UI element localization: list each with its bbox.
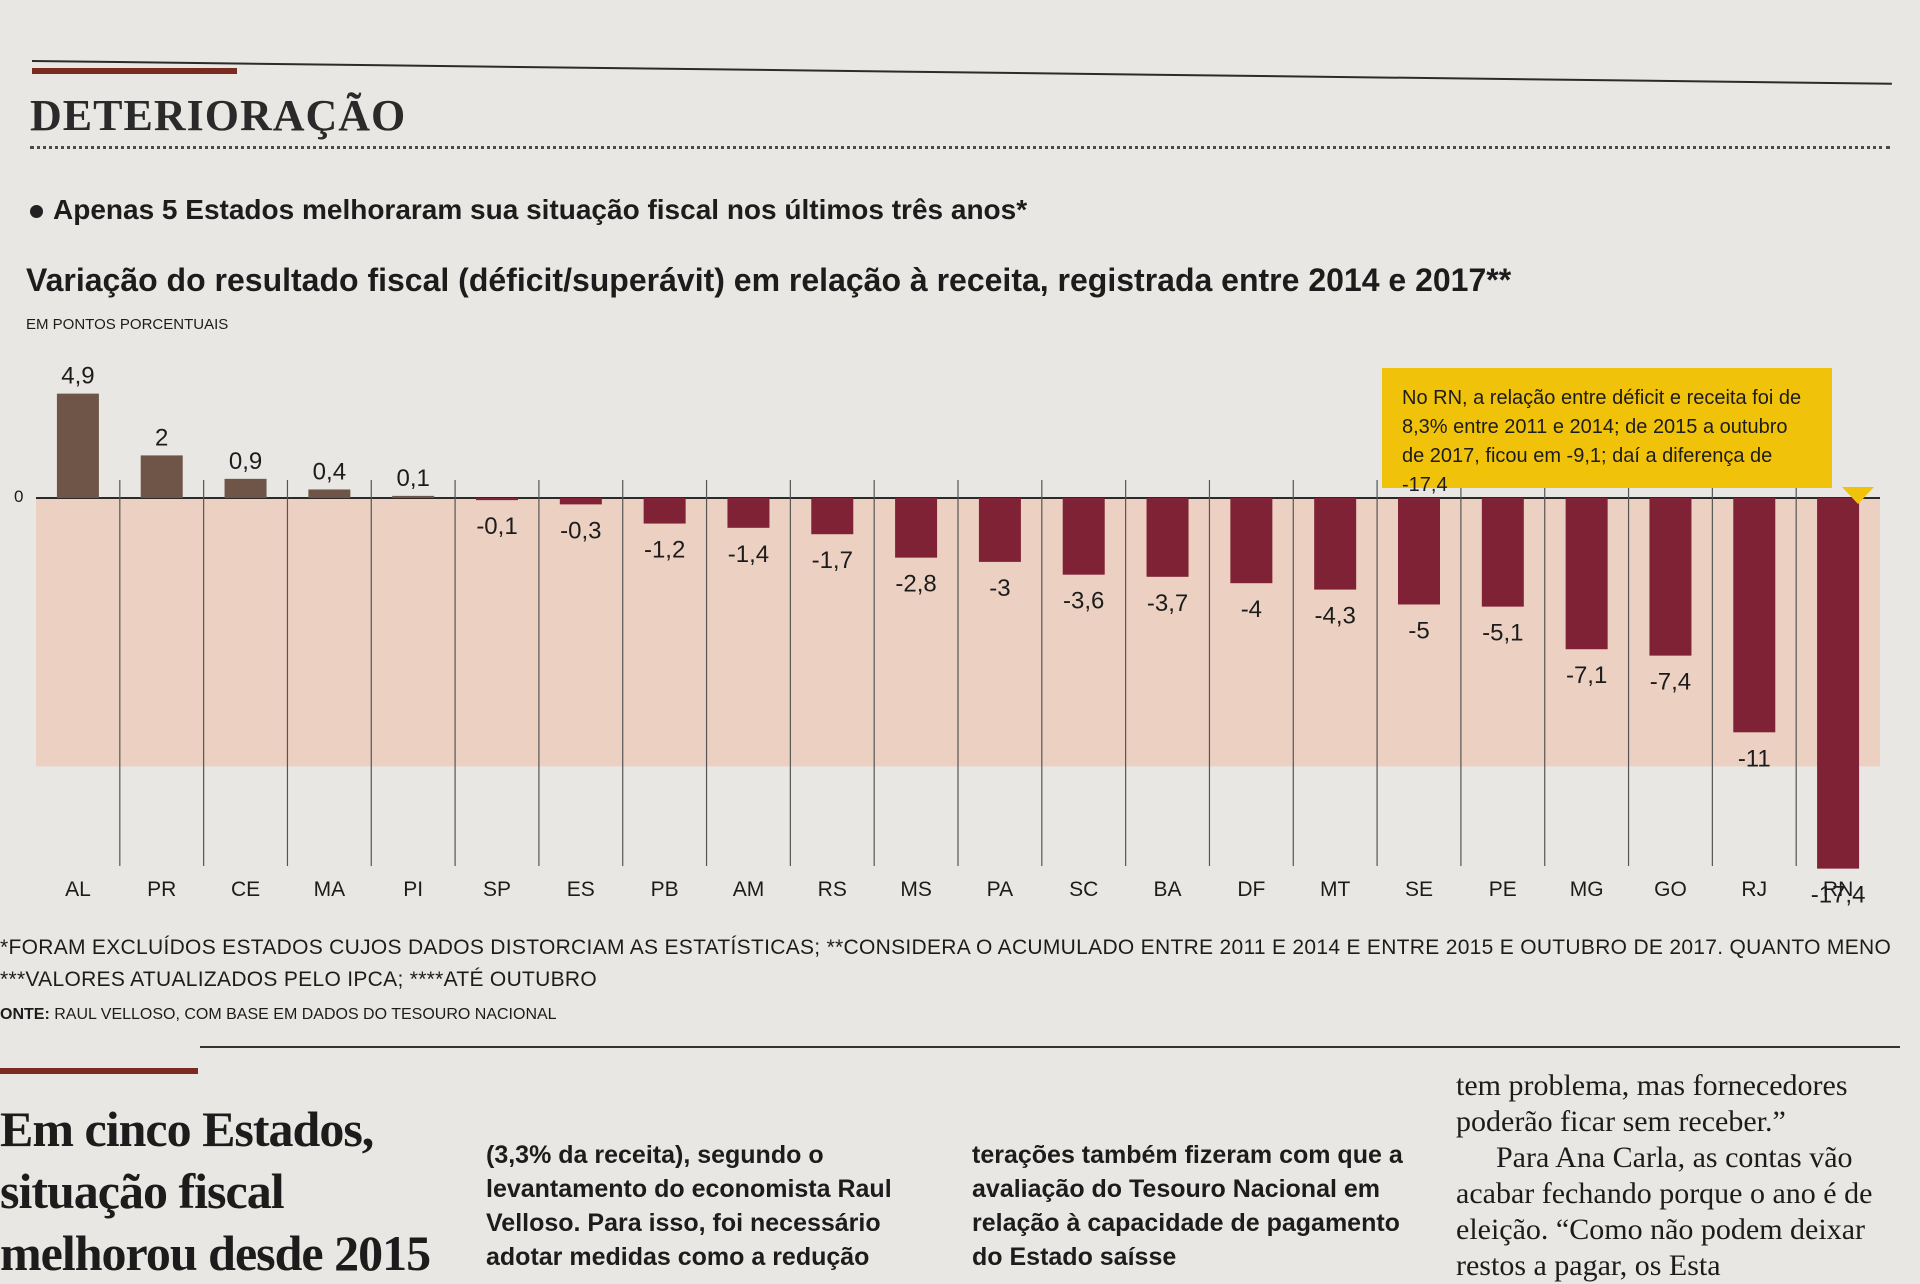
category-label-ms: MS [900, 878, 932, 901]
category-label-es: ES [567, 878, 595, 901]
category-label-pa: PA [987, 878, 1013, 901]
bar-df [1230, 498, 1273, 584]
value-label-se: -5 [1408, 618, 1429, 645]
value-label-ba: -3,7 [1147, 590, 1188, 617]
value-label-pe: -5,1 [1482, 620, 1523, 647]
value-label-pi: 0,1 [396, 465, 429, 492]
article-column-3: tem problema, mas fornecedores poderão f… [1456, 1069, 1873, 1282]
value-label-pb: -1,2 [644, 537, 685, 564]
category-label-mg: MG [1570, 878, 1604, 901]
footnote-2: ***VALORES ATUALIZADOS PELO IPCA; ****AT… [0, 968, 598, 991]
category-label-go: GO [1654, 878, 1687, 901]
bar-ms [895, 498, 938, 558]
bar-ma [308, 489, 351, 498]
bar-pe [1481, 498, 1524, 607]
value-label-df: -4 [1241, 596, 1262, 623]
category-label-sp: SP [483, 878, 511, 901]
rn-callout: No RN, a relação entre déficit e receita… [1382, 368, 1874, 504]
article-column-2: terações também fizeram com que a avalia… [972, 1141, 1403, 1271]
bar-go [1649, 498, 1692, 656]
bar-pb [643, 498, 686, 524]
value-label-es: -0,3 [560, 517, 601, 544]
value-label-am: -1,4 [728, 541, 769, 568]
bar-rn [1817, 498, 1860, 869]
chart-subtitle: Apenas 5 Estados melhoraram sua situação… [30, 194, 1027, 226]
bar-sp [476, 498, 518, 501]
bar-ba [1146, 498, 1189, 577]
value-label-ma: 0,4 [313, 458, 346, 485]
value-label-sp: -0,1 [476, 513, 517, 540]
dotted-divider [30, 146, 1890, 149]
value-label-go: -7,4 [1650, 669, 1691, 696]
section-title: DETERIORAÇÃO [30, 91, 407, 140]
value-label-rs: -1,7 [812, 547, 853, 574]
category-label-al: AL [65, 878, 91, 901]
value-label-pa: -3 [989, 575, 1010, 602]
value-label-mg: -7,1 [1566, 662, 1607, 689]
article-column-1: (3,3% da receita), segundo o levantament… [486, 1141, 892, 1271]
value-label-ce: 0,9 [229, 448, 262, 475]
source-line: ONTE: RAUL VELLOSO, COM BASE EM DADOS DO… [0, 1006, 557, 1023]
category-label-ma: MA [314, 878, 346, 901]
category-label-rj: RJ [1741, 878, 1767, 901]
bar-sc [1062, 498, 1105, 575]
bar-ce [224, 478, 267, 498]
value-label-rj: -11 [1738, 745, 1771, 772]
category-label-pe: PE [1489, 878, 1517, 901]
value-label-ms: -2,8 [895, 571, 936, 598]
value-label-pr: 2 [155, 424, 168, 451]
value-label-sc: -3,6 [1063, 588, 1104, 615]
bar-chart: 0 4,9 AL 2 PR 0,9 CE 0,4 MA 0,1 PI -0,1 SP -0,3 ES -1,2… [14, 363, 1880, 909]
bar-rj [1733, 498, 1776, 733]
bar-pr [140, 455, 183, 498]
category-label-sc: SC [1069, 878, 1098, 901]
category-label-ce: CE [231, 878, 260, 901]
top-rule [31, 60, 1892, 85]
bar-es [559, 498, 602, 505]
zero-tick-label: 0 [14, 487, 23, 506]
bar-pa [978, 498, 1021, 562]
value-label-rn: -17,4 [1811, 882, 1866, 909]
category-label-pr: PR [147, 878, 176, 901]
category-label-pi: PI [403, 878, 423, 901]
chart-title: Variação do resultado fiscal (déficit/su… [26, 262, 1512, 298]
unit-label: EM PONTOS PORCENTUAIS [26, 316, 229, 333]
category-label-pb: PB [651, 878, 679, 901]
bar-se [1398, 498, 1440, 605]
bar-pi [392, 495, 435, 498]
lower-rule [200, 1046, 1900, 1048]
category-label-df: DF [1237, 878, 1265, 901]
category-label-se: SE [1405, 878, 1433, 901]
value-label-al: 4,9 [61, 363, 94, 390]
category-label-rs: RS [818, 878, 847, 901]
category-label-ba: BA [1154, 878, 1182, 901]
bullet-icon [30, 205, 43, 219]
category-label-am: AM [733, 878, 765, 901]
lower-accent-bar [0, 1068, 198, 1074]
section-accent-bar [32, 68, 237, 74]
value-label-mt: -4,3 [1315, 603, 1356, 630]
category-label-mt: MT [1320, 878, 1350, 901]
article-headline: Em cinco Estados, situação fiscal melhor… [0, 1101, 431, 1281]
footnote-1: *FORAM EXCLUÍDOS ESTADOS CUJOS DADOS DIS… [0, 936, 1892, 959]
category-label-rn: RN [1823, 878, 1853, 901]
bar-mg [1565, 498, 1608, 650]
bar-al [56, 393, 99, 498]
bar-mt [1314, 498, 1357, 590]
bar-am [727, 498, 770, 528]
bar-rs [811, 498, 854, 535]
